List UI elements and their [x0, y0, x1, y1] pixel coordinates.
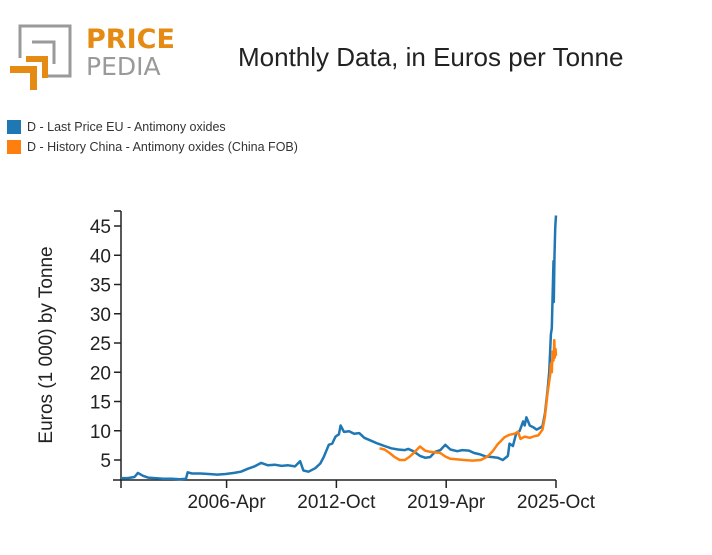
x-tick-label: 2006-Apr [187, 492, 266, 513]
pricepedia-logo: PRICE PEDIA [8, 22, 175, 94]
logo-text-pedia: PEDIA [86, 52, 161, 81]
x-tick-label: 2019-Apr [407, 492, 486, 513]
legend-swatch-china [7, 140, 21, 154]
y-tick-label: 30 [90, 305, 111, 326]
series-layer [121, 215, 558, 481]
y-tick-label: 15 [90, 393, 111, 414]
x-axis: 2006-Apr 2012-Oct 2019-Apr 2025-Oct [113, 479, 596, 513]
chart-title: Monthly Data, in Euros per Tonne [238, 42, 624, 72]
logo-mark-icon [10, 24, 72, 90]
y-tick-label: 45 [90, 217, 111, 238]
y-tick-label: 40 [90, 246, 111, 267]
y-tick-label: 35 [90, 276, 111, 297]
y-tick-label: 5 [100, 451, 111, 472]
legend-label-china: D - History China - Antimony oxides (Chi… [27, 140, 298, 154]
series-line-china [379, 338, 558, 462]
y-tick-label: 10 [90, 422, 111, 443]
y-tick-label: 25 [90, 334, 111, 355]
x-tick-label: 2012-Oct [297, 492, 376, 513]
legend-item-china[interactable]: D - History China - Antimony oxides (Chi… [7, 137, 298, 157]
legend-item-eu[interactable]: D - Last Price EU - Antimony oxides [7, 117, 298, 137]
y-axis-title: Euros (1 000) by Tonne [36, 246, 57, 443]
legend-label-eu: D - Last Price EU - Antimony oxides [27, 120, 226, 134]
logo-text-price: PRICE [86, 24, 175, 55]
legend: D - Last Price EU - Antimony oxides D - … [7, 117, 298, 157]
series-line-eu [121, 215, 558, 481]
x-tick-label: 2025-Oct [517, 492, 596, 513]
y-axis: 5 10 15 20 25 30 35 40 45 [90, 210, 122, 480]
legend-swatch-eu [7, 120, 21, 134]
y-tick-label: 20 [90, 363, 111, 384]
